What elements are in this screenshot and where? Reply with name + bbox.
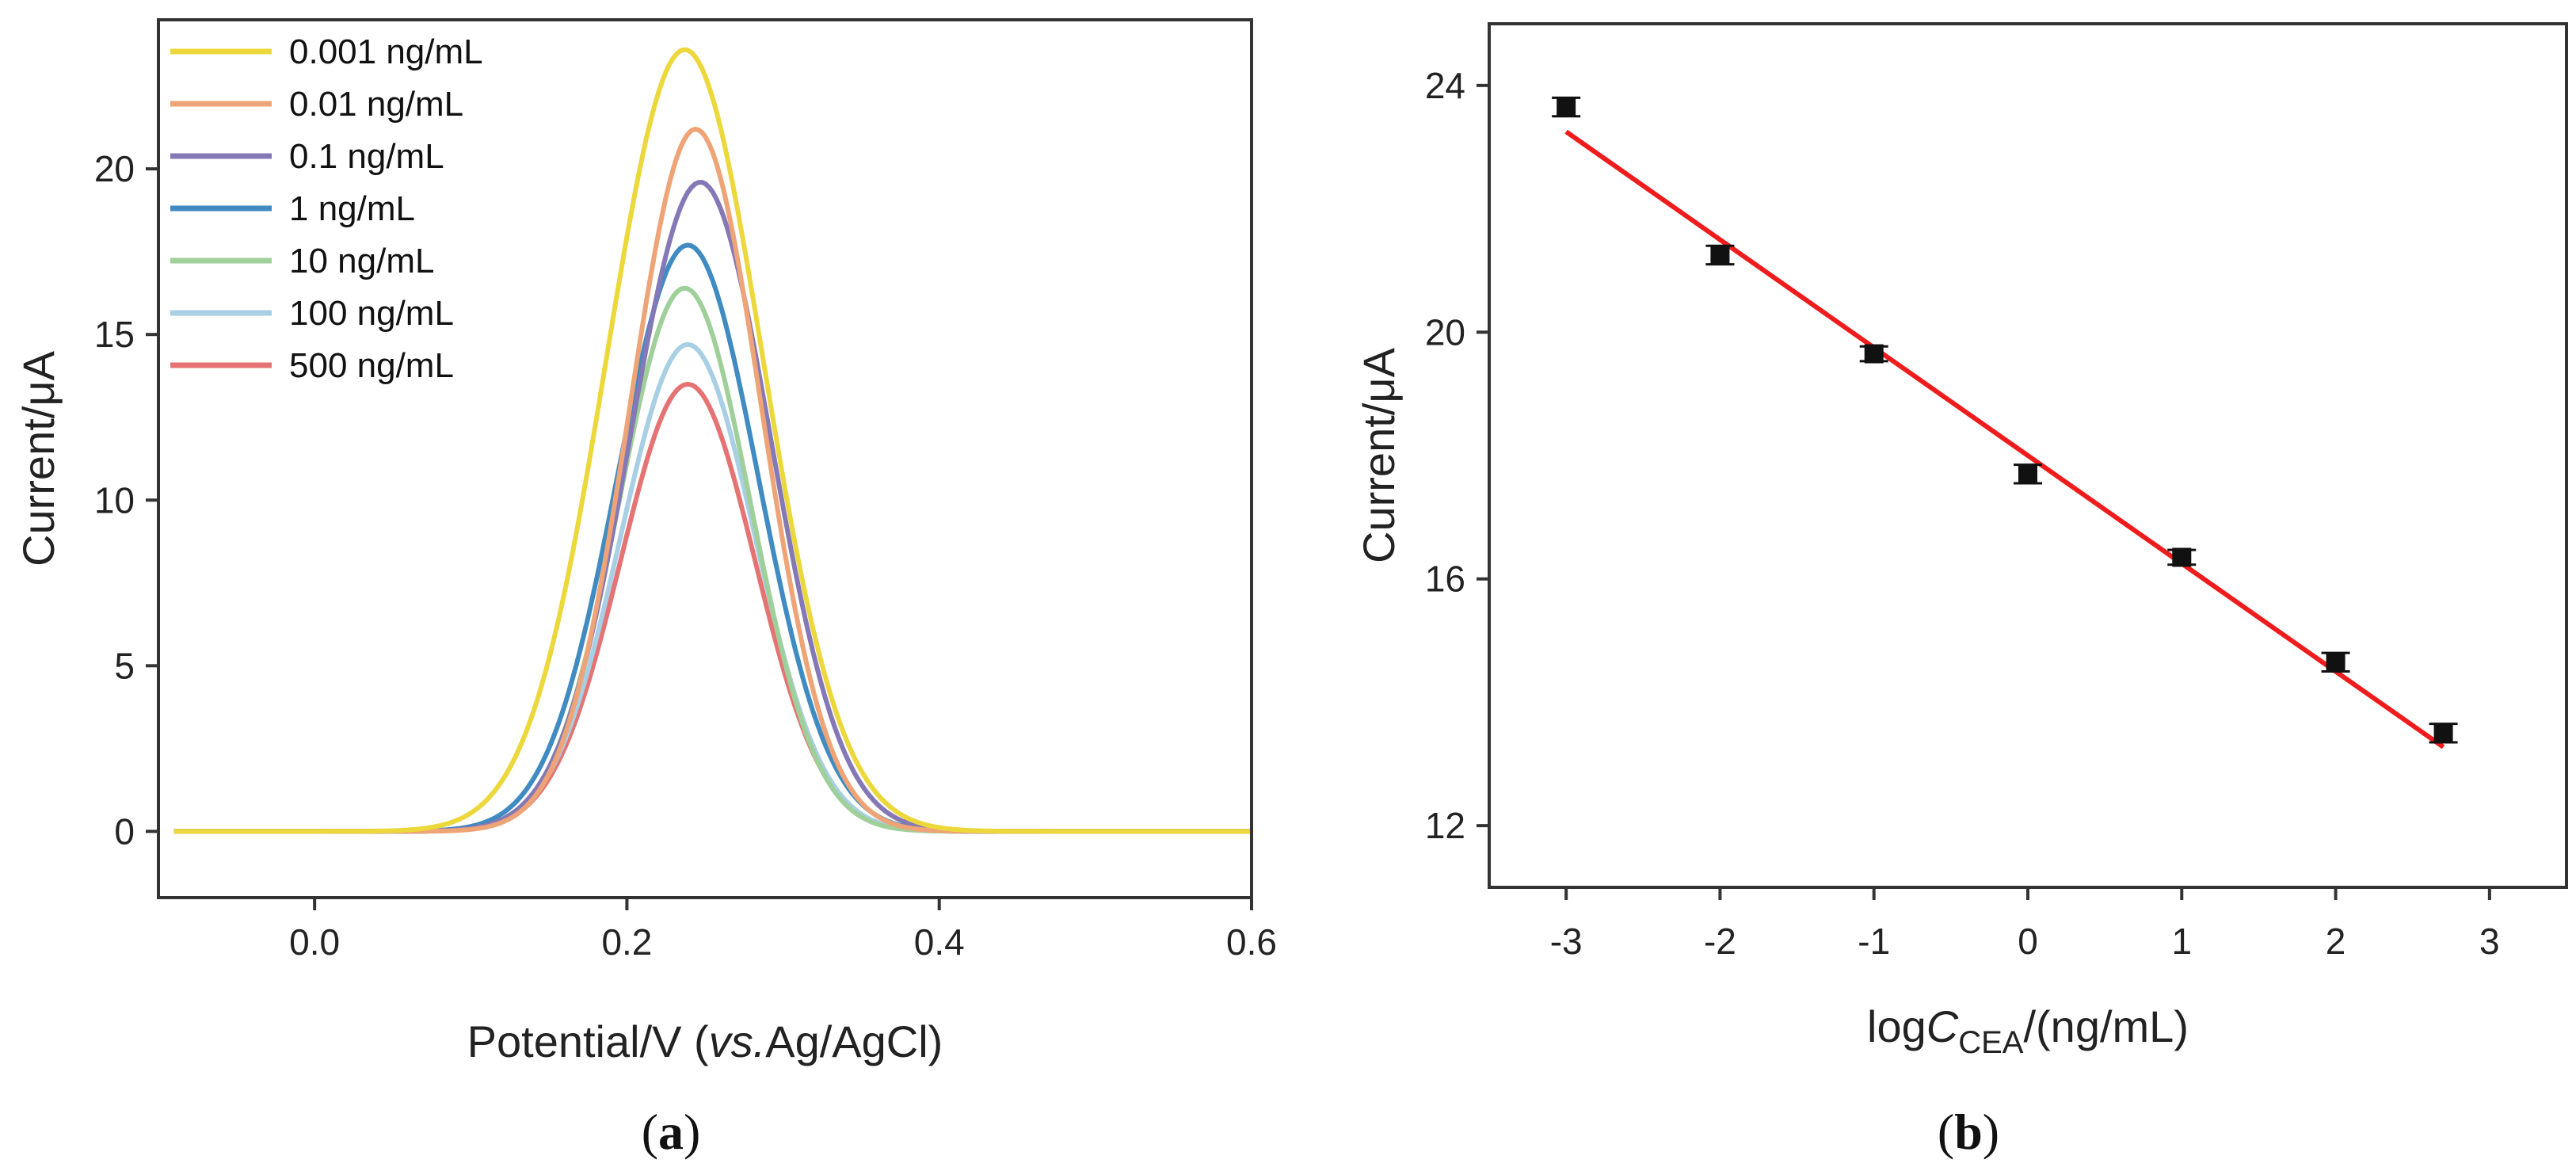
fit-line-group <box>1564 129 2445 749</box>
point-marker <box>2433 723 2453 743</box>
x-tick-label: 0.0 <box>289 921 340 963</box>
point-marker <box>1864 344 1884 364</box>
x-axis-label: logCCEA/(ng/mL) <box>1867 1001 2189 1060</box>
legend-label-5: 100 ng/mL <box>289 294 454 333</box>
point-marker <box>2326 652 2345 672</box>
data-point-2 <box>1859 344 1888 364</box>
panel-label-b: (b) <box>1938 1104 1999 1160</box>
data-point-3 <box>2014 463 2042 485</box>
panel-label-a-close: ) <box>684 1104 700 1160</box>
y-axis-label: Current/μA <box>1354 347 1404 563</box>
x-tick-label: -1 <box>1858 921 1890 962</box>
data-point-4 <box>2167 547 2197 567</box>
y-tick-label: 5 <box>114 645 135 686</box>
legend-label-0: 0.001 ng/mL <box>289 32 483 71</box>
x-tick-label: 0.6 <box>1226 921 1277 963</box>
x-axis-label-end: Ag/AgCl) <box>765 1016 943 1066</box>
point-marker <box>2172 547 2192 567</box>
data-point-5 <box>2321 651 2350 673</box>
series-curve-6 <box>173 381 1252 834</box>
x-axis-label-unit: /(ng/mL) <box>2023 1001 2189 1051</box>
y-tick-label: 15 <box>94 314 135 355</box>
plot-frame <box>157 18 1253 899</box>
data-point-1 <box>1705 244 1735 266</box>
x-tick-label: 3 <box>2479 921 2500 962</box>
y-tick-label: 0 <box>114 810 135 852</box>
x-tick-label: -3 <box>1550 921 1583 962</box>
x-axis-label: Potential/V (vs.Ag/AgCl) <box>467 1016 943 1066</box>
series-curves <box>173 47 1252 834</box>
panel-label-b-open: ( <box>1938 1104 1954 1160</box>
x-tick-label: 1 <box>2171 921 2192 962</box>
y-tick-label: 20 <box>1425 311 1465 353</box>
legend-label-1: 0.01 ng/mL <box>289 85 463 124</box>
y-tick-label: 20 <box>94 148 135 189</box>
data-point-6 <box>2429 723 2458 744</box>
x-axis-label-sub: CEA <box>1958 1025 2024 1060</box>
x-tick-label: 0 <box>2018 921 2038 962</box>
x-tick-label: 2 <box>2326 921 2346 962</box>
axis-ticks: 0.0 0.2 0.4 0.6 0 5 10 15 20 <box>94 148 1277 963</box>
point-marker <box>2018 464 2037 484</box>
panel-label-a: (a) <box>642 1104 701 1160</box>
series-curve-0 <box>173 47 1252 834</box>
x-tick-label: 0.2 <box>601 921 652 963</box>
legend-label-6: 500 ng/mL <box>289 346 454 385</box>
x-axis-label-main: Potential/V ( <box>467 1016 709 1066</box>
panel-label-a-open: ( <box>642 1104 658 1160</box>
y-tick-label: 24 <box>1425 65 1465 106</box>
panel-label-b-letter: b <box>1954 1104 1983 1160</box>
point-marker <box>1557 97 1576 117</box>
legend: 0.001 ng/mL 0.01 ng/mL 0.1 ng/mL 1 ng/mL 10 … <box>170 32 483 385</box>
x-tick-label: 0.4 <box>914 921 965 963</box>
legend-label-3: 1 ng/mL <box>289 189 415 228</box>
legend-label-2: 0.1 ng/mL <box>289 137 444 176</box>
y-tick-label: 12 <box>1425 805 1465 846</box>
x-tick-label: -2 <box>1704 921 1736 962</box>
panel-label-a-letter: a <box>658 1104 684 1160</box>
x-axis-label-log: log <box>1867 1001 1926 1051</box>
data-point-0 <box>1552 96 1581 118</box>
panel-label-b-close: ) <box>1983 1104 1999 1160</box>
y-tick-label: 16 <box>1425 559 1465 600</box>
series-curve-1 <box>173 126 1252 834</box>
x-axis-label-italic: vs. <box>709 1016 766 1066</box>
legend-label-4: 10 ng/mL <box>289 242 434 280</box>
fit-line <box>1564 129 2445 749</box>
chart-panel-a: 0.0 0.2 0.4 0.6 0 5 10 15 20 0.001 ng/mL 0.01 ng/… <box>13 18 1277 1160</box>
point-marker <box>1710 245 1730 265</box>
x-axis-label-c: C <box>1926 1001 1959 1051</box>
y-axis-label: Current/μA <box>13 350 63 566</box>
y-tick-label: 10 <box>94 479 135 521</box>
data-points <box>1552 96 2458 744</box>
